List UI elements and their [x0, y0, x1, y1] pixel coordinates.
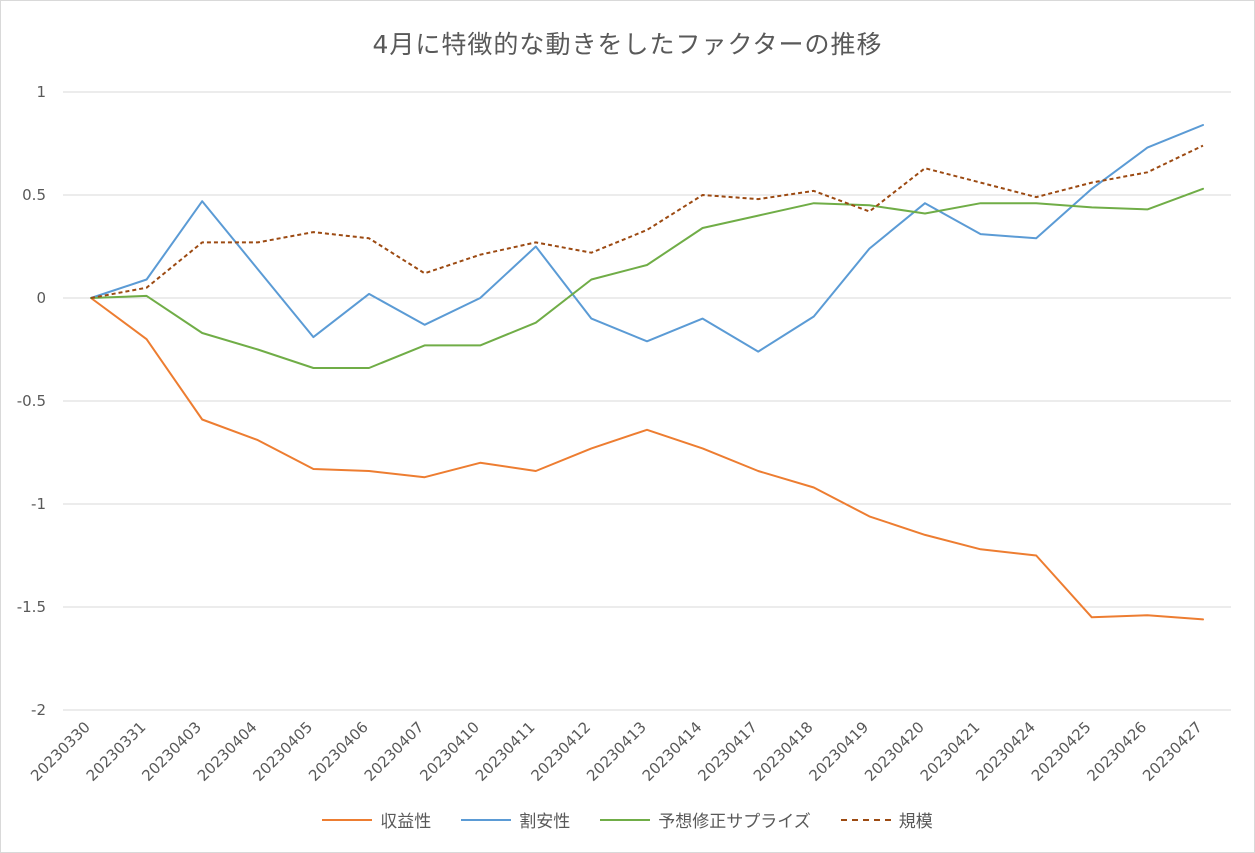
legend-label: 規模 [898, 812, 933, 832]
y-tick-label: -1 [31, 495, 46, 513]
x-tick-label: 20230330 [27, 718, 94, 785]
x-tick-label: 20230413 [583, 718, 650, 785]
chart-title: 4月に特徴的な動きをしたファクターの推移 [372, 30, 883, 59]
legend-swatch [461, 818, 512, 821]
legend-label: 収益性 [380, 812, 432, 832]
x-tick-label: 20230405 [250, 718, 317, 785]
gridlines [63, 91, 1231, 711]
x-tick-label: 20230410 [416, 718, 483, 785]
series-line-1 [90, 297, 1204, 621]
x-tick-label: 20230418 [750, 718, 817, 785]
x-tick-label: 20230426 [1084, 718, 1151, 785]
x-tick-label: 20230425 [1028, 718, 1095, 785]
series-line-2 [90, 124, 1204, 353]
y-tick-label: -0.5 [17, 392, 46, 410]
x-tick-label: 20230420 [861, 718, 928, 785]
legend-item: 規模 [840, 807, 933, 832]
series-line-4 [90, 144, 1204, 299]
series-line-3 [90, 187, 1204, 369]
legend-label: 予想修正サプライズ [658, 812, 811, 832]
y-axis-ticks: 1 0.5 0 -0.5 -1 -1.5 -2 [17, 83, 46, 719]
x-tick-label: 20230412 [528, 718, 595, 785]
series-lines [90, 124, 1204, 621]
x-tick-label: 20230421 [917, 718, 984, 785]
legend-label: 割安性 [519, 812, 571, 832]
legend-item: 予想修正サプライズ [600, 807, 811, 832]
x-tick-label: 20230407 [361, 718, 428, 785]
legend-swatch [600, 818, 651, 821]
y-tick-label: -1.5 [17, 598, 46, 616]
x-tick-label: 20230427 [1139, 718, 1206, 785]
x-axis-ticks: 2023033020230331202304032023040420230405… [27, 718, 1206, 785]
x-tick-label: 20230404 [194, 718, 261, 785]
x-tick-label: 20230411 [472, 718, 539, 785]
y-tick-label: -2 [31, 701, 46, 719]
chart-legend: 収益性 割安性 予想修正サプライズ 規模 [1, 807, 1254, 832]
legend-item: 割安性 [461, 807, 570, 832]
x-tick-label: 20230403 [138, 718, 205, 785]
x-tick-label: 20230419 [806, 718, 873, 785]
x-tick-label: 20230414 [639, 718, 706, 785]
x-tick-label: 20230417 [694, 718, 761, 785]
y-tick-label: 0 [36, 289, 46, 307]
legend-swatch [840, 818, 891, 821]
legend-swatch [322, 818, 373, 821]
x-tick-label: 20230406 [305, 718, 372, 785]
y-tick-label: 0.5 [22, 186, 46, 204]
x-tick-label: 20230331 [83, 718, 150, 785]
y-tick-label: 1 [36, 83, 46, 101]
x-tick-label: 20230424 [972, 718, 1039, 785]
legend-item: 収益性 [322, 807, 431, 832]
